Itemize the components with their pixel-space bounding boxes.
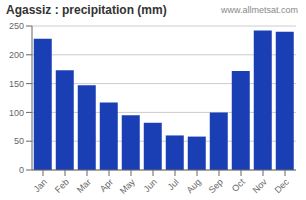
svg-text:Jul: Jul	[166, 177, 181, 192]
svg-text:Dec: Dec	[273, 177, 292, 196]
svg-text:200: 200	[9, 50, 24, 60]
svg-text:Jan: Jan	[32, 177, 49, 194]
svg-text:May: May	[118, 177, 137, 196]
svg-text:0: 0	[19, 165, 24, 175]
svg-text:Sep: Sep	[207, 177, 225, 195]
html-text:www.allmetsat.com: www.allmetsat.com	[221, 5, 298, 15]
svg-text:Nov: Nov	[251, 177, 270, 196]
svg-text:Jun: Jun	[142, 177, 159, 194]
svg-text:Oct: Oct	[230, 177, 247, 194]
svg-text:Mar: Mar	[75, 177, 93, 195]
svg-text:150: 150	[9, 79, 24, 89]
html-text:Agassiz : precipitation (mm): Agassiz : precipitation (mm)	[6, 3, 167, 17]
svg-text:50: 50	[14, 136, 24, 146]
svg-text:Feb: Feb	[53, 177, 71, 195]
svg-text:Apr: Apr	[98, 177, 115, 194]
svg-text:250: 250	[9, 21, 24, 31]
svg-text:Aug: Aug	[185, 177, 203, 195]
svg-text:100: 100	[9, 108, 24, 118]
